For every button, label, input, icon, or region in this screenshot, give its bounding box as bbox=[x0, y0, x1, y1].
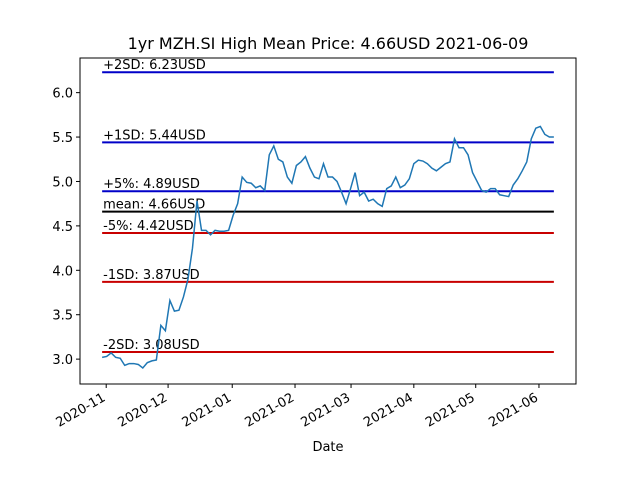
plot-frame bbox=[79, 57, 577, 385]
level-label: +1SD: 5.44USD bbox=[103, 128, 206, 143]
y-tick-label: 4.0 bbox=[52, 264, 73, 279]
y-tick-label: 5.0 bbox=[52, 175, 73, 190]
y-tick-label: 3.5 bbox=[52, 309, 73, 324]
y-tick-label: 3.0 bbox=[52, 353, 73, 368]
level-label: +2SD: 6.23USD bbox=[103, 58, 206, 73]
chart-title: 1yr MZH.SI High Mean Price: 4.66USD 2021… bbox=[128, 34, 529, 53]
x-axis-label: Date bbox=[312, 440, 343, 455]
level-label: -2SD: 3.08USD bbox=[103, 338, 199, 353]
y-tick-label: 5.5 bbox=[52, 131, 73, 146]
level-label: -5%: 4.42USD bbox=[103, 219, 194, 234]
level-label: mean: 4.66USD bbox=[103, 198, 205, 213]
y-tick-label: 4.5 bbox=[52, 220, 73, 235]
level-label: +5%: 4.89USD bbox=[103, 177, 200, 192]
y-tick-label: 6.0 bbox=[52, 87, 73, 102]
price-line bbox=[101, 125, 554, 370]
level-label: -1SD: 3.87USD bbox=[103, 268, 199, 283]
